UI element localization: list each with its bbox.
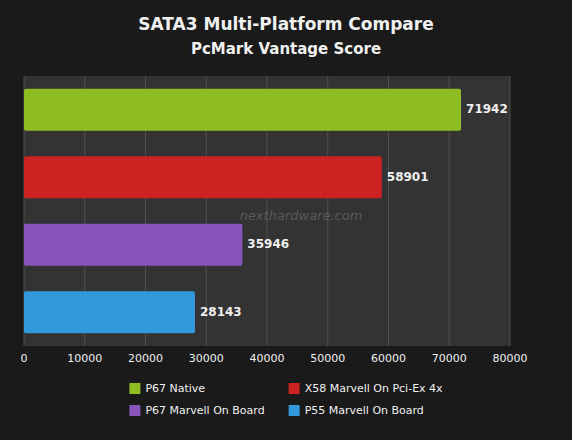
bar — [24, 224, 242, 266]
title: SATA3 Multi-Platform Compare — [138, 14, 434, 34]
legend-label: X58 Marvell On Pci-Ex 4x — [305, 382, 443, 395]
legend-swatch — [129, 383, 140, 394]
bars — [24, 89, 461, 333]
tick-label: 0 — [21, 352, 28, 365]
tick-label: 30000 — [189, 352, 224, 365]
legend-item: P67 Native — [129, 382, 205, 395]
legend: P67 Native X58 Marvell On Pci-Ex 4x P67 Ma… — [129, 382, 443, 417]
data-label: 28143 — [200, 305, 242, 319]
subtitle: PcMark Vantage Score — [191, 40, 381, 58]
tick-label: 20000 — [128, 352, 163, 365]
bar — [24, 291, 195, 333]
legend-label: P67 Marvell On Board — [145, 404, 264, 417]
legend-swatch — [289, 405, 300, 416]
bar — [24, 89, 461, 131]
plot-area — [24, 76, 510, 346]
tick-label: 60000 — [371, 352, 406, 365]
data-label: 35946 — [247, 237, 289, 251]
legend-label: P67 Native — [145, 382, 205, 395]
tick-label: 40000 — [250, 352, 285, 365]
grid-line — [510, 76, 511, 346]
legend-swatch — [289, 383, 300, 394]
legend-label: P55 Marvell On Board — [305, 404, 424, 417]
chart: SATA3 Multi-Platform Compare PcMark Vanta… — [0, 0, 572, 440]
tick-label: 80000 — [493, 352, 528, 365]
bar — [24, 156, 382, 198]
legend-item: X58 Marvell On Pci-Ex 4x — [289, 382, 443, 395]
data-label: 71942 — [466, 102, 508, 116]
legend-item: P55 Marvell On Board — [289, 404, 424, 417]
legend-swatch — [129, 405, 140, 416]
watermark: nexthardware.com — [240, 208, 363, 223]
data-label: 58901 — [387, 170, 429, 184]
tick-label: 10000 — [67, 352, 102, 365]
tick-label: 70000 — [432, 352, 467, 365]
tick-label: 50000 — [310, 352, 345, 365]
background — [0, 0, 572, 440]
legend-item: P67 Marvell On Board — [129, 404, 264, 417]
